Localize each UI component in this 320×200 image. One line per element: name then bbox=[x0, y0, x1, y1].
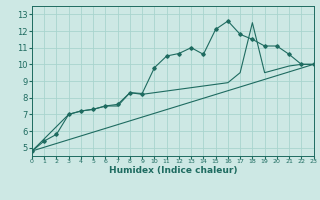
X-axis label: Humidex (Indice chaleur): Humidex (Indice chaleur) bbox=[108, 166, 237, 175]
